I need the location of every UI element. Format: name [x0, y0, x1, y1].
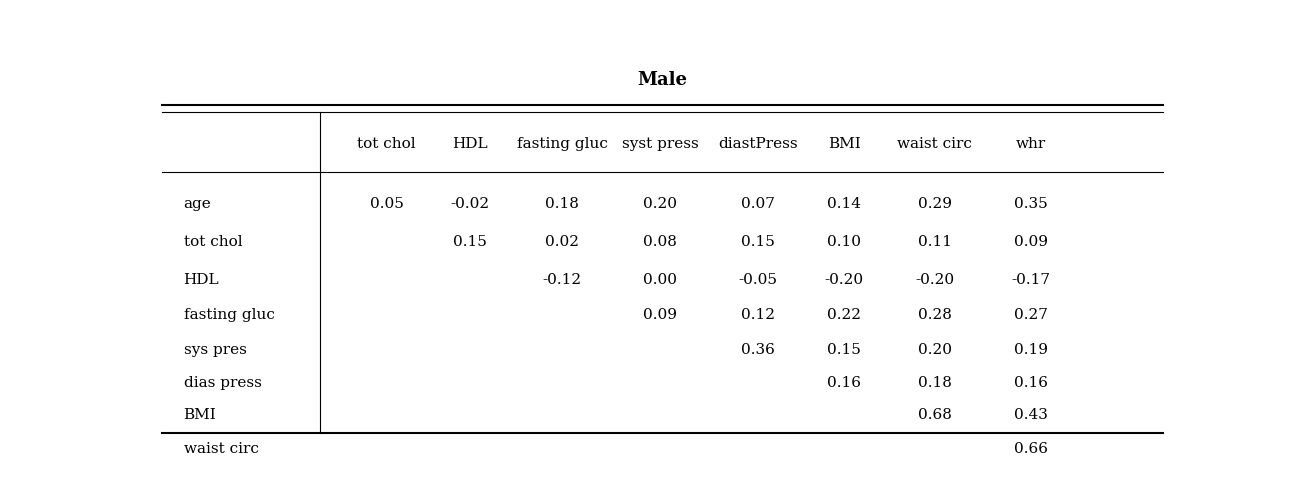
Text: 0.05: 0.05 — [370, 197, 403, 211]
Text: 0.10: 0.10 — [827, 235, 862, 249]
Text: 0.15: 0.15 — [742, 235, 775, 249]
Text: 0.19: 0.19 — [1014, 343, 1048, 357]
Text: 0.15: 0.15 — [453, 235, 487, 249]
Text: 0.28: 0.28 — [917, 308, 951, 322]
Text: BMI: BMI — [183, 408, 216, 422]
Text: 0.27: 0.27 — [1014, 308, 1048, 322]
Text: 0.02: 0.02 — [545, 235, 579, 249]
Text: fasting gluc: fasting gluc — [517, 137, 607, 151]
Text: -0.20: -0.20 — [824, 272, 864, 287]
Text: 0.09: 0.09 — [643, 308, 677, 322]
Text: HDL: HDL — [183, 272, 220, 287]
Text: tot chol: tot chol — [183, 235, 242, 249]
Text: BMI: BMI — [828, 137, 860, 151]
Text: 0.35: 0.35 — [1014, 197, 1048, 211]
Text: 0.43: 0.43 — [1014, 408, 1048, 422]
Text: waist circ: waist circ — [183, 441, 258, 456]
Text: -0.05: -0.05 — [739, 272, 778, 287]
Text: -0.17: -0.17 — [1012, 272, 1050, 287]
Text: diastPress: diastPress — [718, 137, 798, 151]
Text: 0.07: 0.07 — [742, 197, 775, 211]
Text: 0.15: 0.15 — [827, 343, 862, 357]
Text: tot chol: tot chol — [358, 137, 416, 151]
Text: 0.18: 0.18 — [917, 376, 951, 390]
Text: 0.20: 0.20 — [917, 343, 951, 357]
Text: 0.11: 0.11 — [917, 235, 951, 249]
Text: 0.08: 0.08 — [643, 235, 677, 249]
Text: 0.18: 0.18 — [545, 197, 579, 211]
Text: whr: whr — [1016, 137, 1045, 151]
Text: age: age — [183, 197, 212, 211]
Text: 0.00: 0.00 — [643, 272, 677, 287]
Text: 0.12: 0.12 — [742, 308, 775, 322]
Text: sys pres: sys pres — [183, 343, 247, 357]
Text: -0.20: -0.20 — [915, 272, 953, 287]
Text: syst press: syst press — [621, 137, 699, 151]
Text: dias press: dias press — [183, 376, 261, 390]
Text: Male: Male — [637, 71, 687, 89]
Text: waist circ: waist circ — [897, 137, 972, 151]
Text: 0.22: 0.22 — [827, 308, 862, 322]
Text: 0.36: 0.36 — [742, 343, 775, 357]
Text: 0.29: 0.29 — [917, 197, 951, 211]
Text: 0.14: 0.14 — [827, 197, 862, 211]
Text: -0.02: -0.02 — [451, 197, 490, 211]
Text: HDL: HDL — [452, 137, 487, 151]
Text: 0.16: 0.16 — [1014, 376, 1048, 390]
Text: 0.66: 0.66 — [1014, 441, 1048, 456]
Text: 0.16: 0.16 — [827, 376, 862, 390]
Text: 0.68: 0.68 — [917, 408, 951, 422]
Text: -0.12: -0.12 — [543, 272, 581, 287]
Text: 0.20: 0.20 — [643, 197, 677, 211]
Text: fasting gluc: fasting gluc — [183, 308, 274, 322]
Text: 0.09: 0.09 — [1014, 235, 1048, 249]
